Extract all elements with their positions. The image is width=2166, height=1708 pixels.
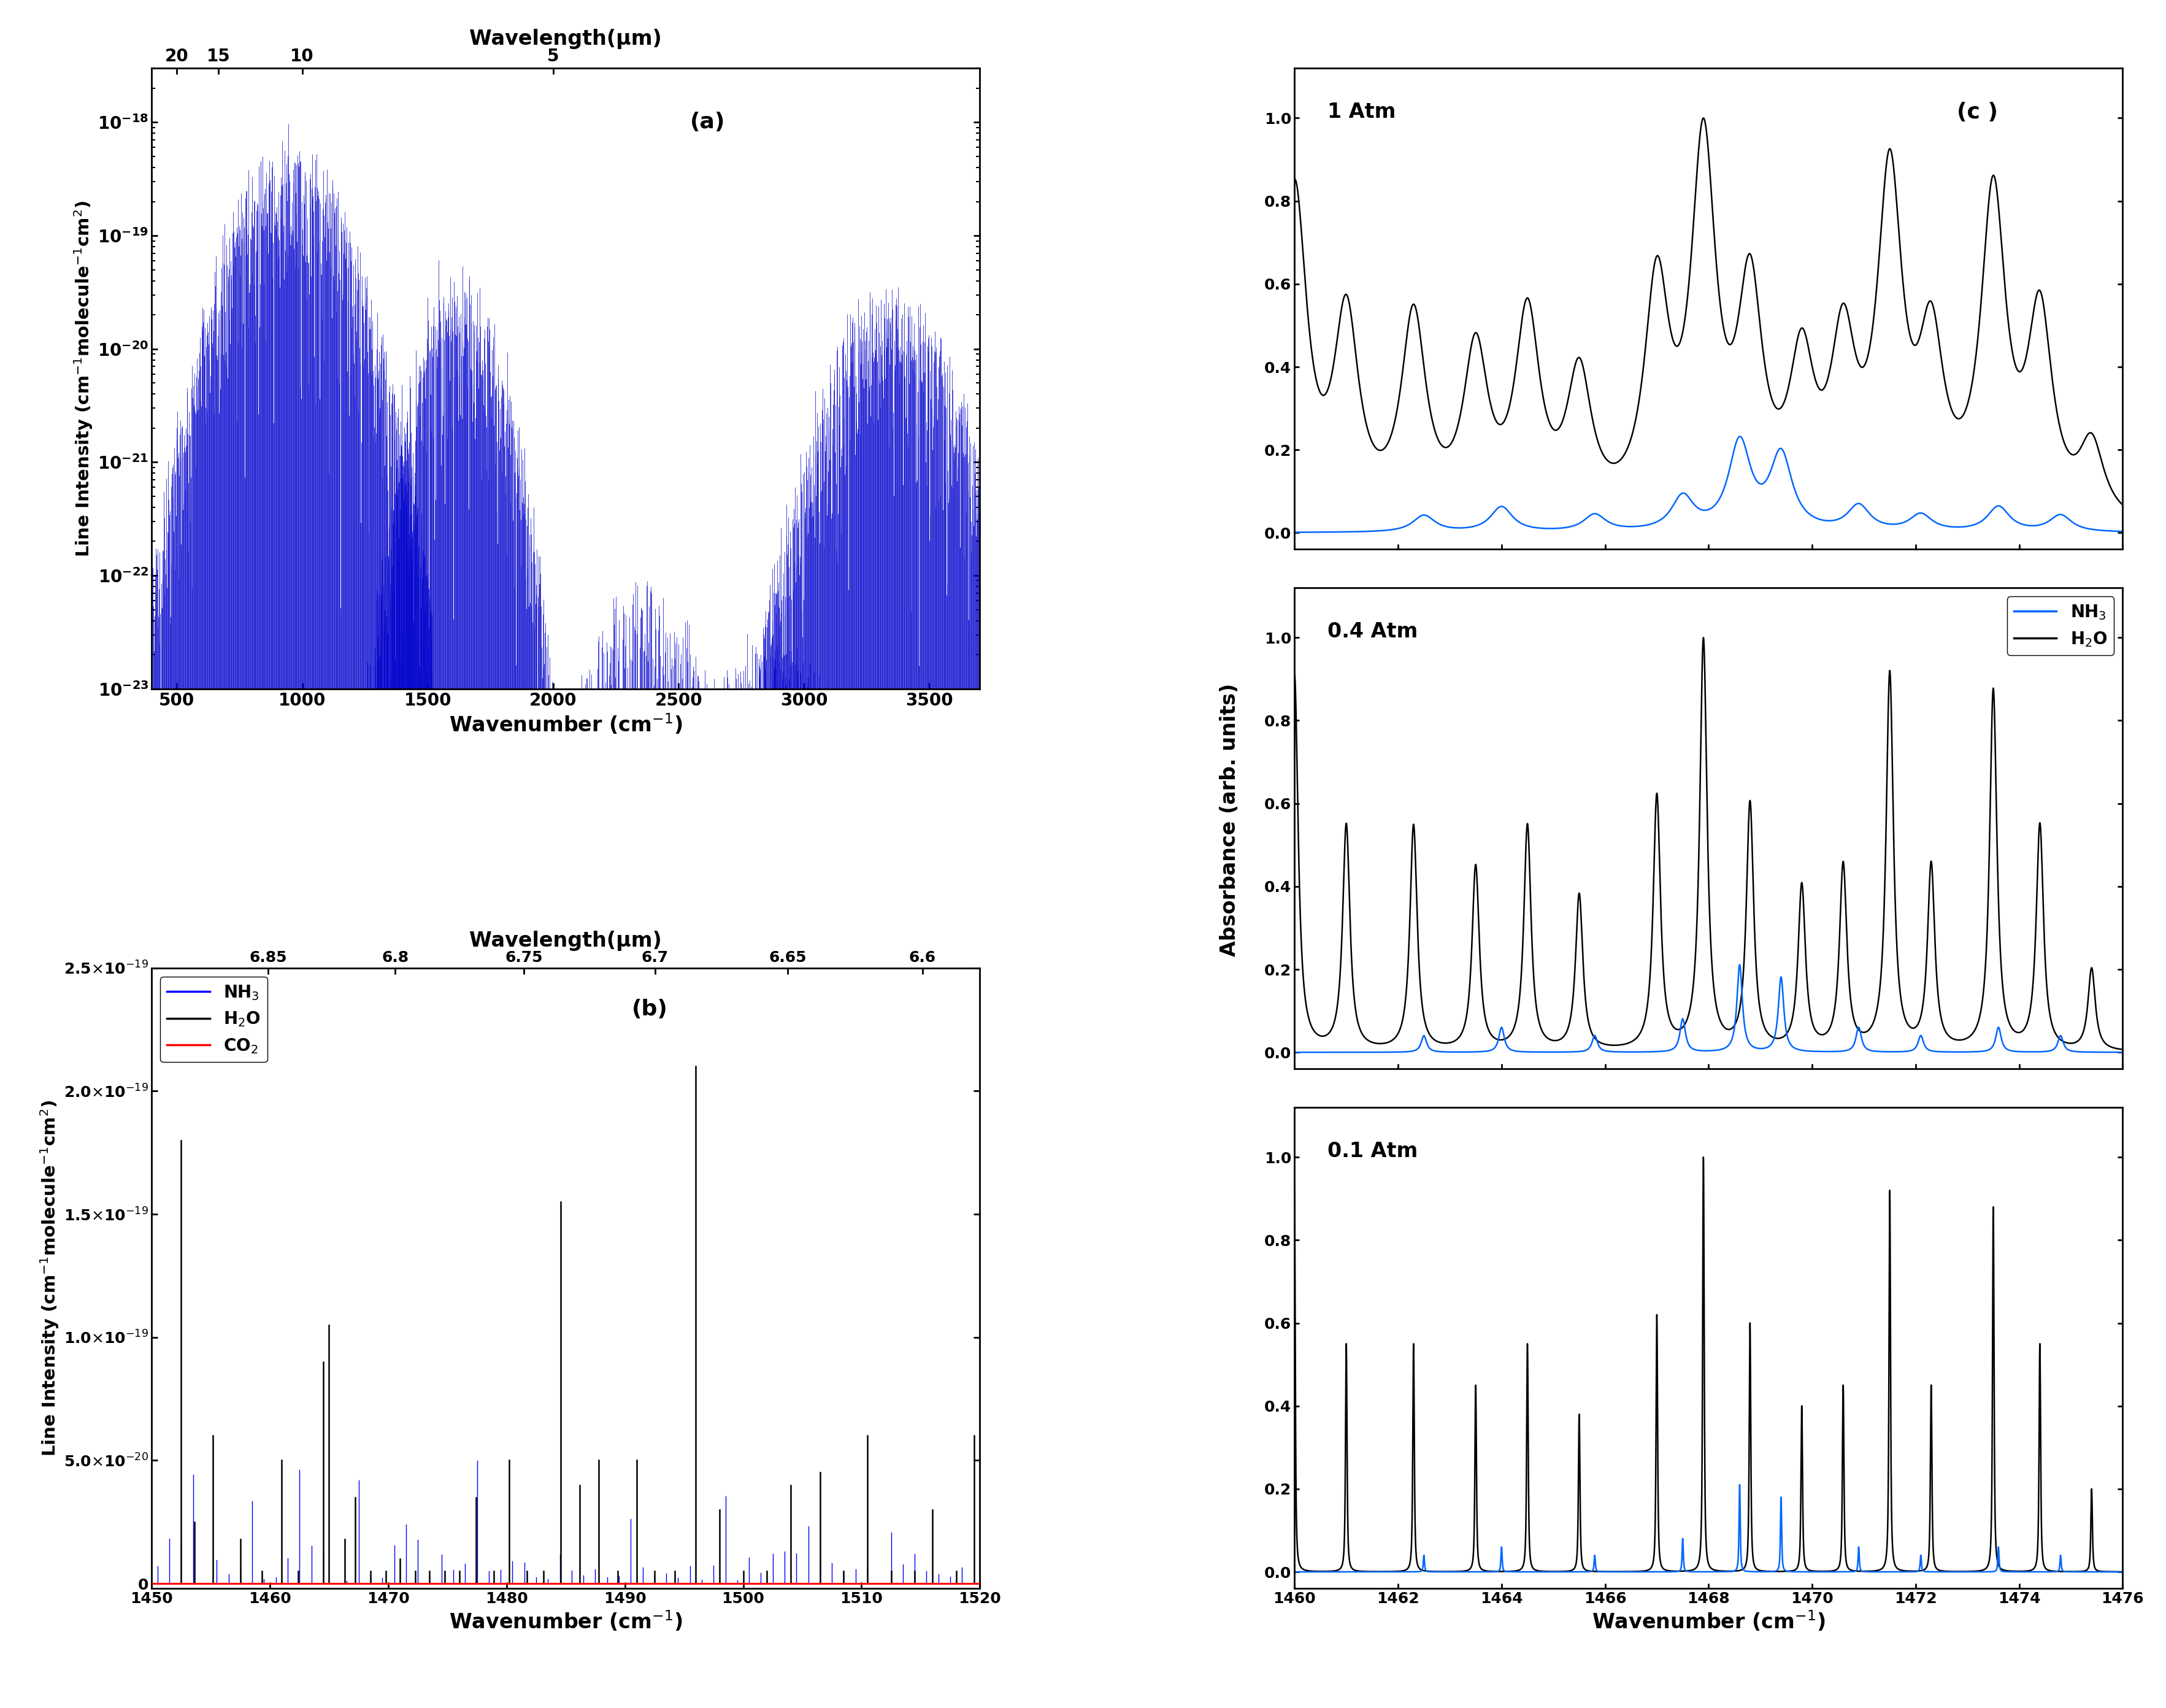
X-axis label: Wavelength(μm): Wavelength(μm): [470, 29, 663, 50]
Text: (b): (b): [632, 999, 667, 1020]
Text: (a): (a): [691, 111, 726, 133]
X-axis label: Wavenumber (cm$^{-1}$): Wavenumber (cm$^{-1}$): [448, 1609, 682, 1633]
Text: 0.1 Atm: 0.1 Atm: [1328, 1141, 1419, 1161]
Text: 0.4 Atm: 0.4 Atm: [1328, 622, 1419, 642]
Y-axis label: Line Intensity (cm$^{-1}$molecule$^{-1}$cm$^{2}$): Line Intensity (cm$^{-1}$molecule$^{-1}$…: [71, 200, 93, 557]
Text: 1 Atm: 1 Atm: [1328, 102, 1395, 123]
Legend: NH$_3$, H$_2$O, CO$_2$: NH$_3$, H$_2$O, CO$_2$: [160, 977, 266, 1062]
X-axis label: Wavelength(μm): Wavelength(μm): [470, 931, 663, 951]
Text: (c ): (c ): [1958, 102, 1999, 123]
Text: Absorbance (arb. units): Absorbance (arb. units): [1219, 683, 1239, 956]
Legend: NH$_3$, H$_2$O: NH$_3$, H$_2$O: [2008, 596, 2114, 656]
X-axis label: Wavenumber (cm$^{-1}$): Wavenumber (cm$^{-1}$): [1592, 1609, 1826, 1633]
Y-axis label: Line Intensity (cm$^{-1}$molecule$^{-1}$cm$^{2}$): Line Intensity (cm$^{-1}$molecule$^{-1}$…: [39, 1100, 61, 1457]
X-axis label: Wavenumber (cm$^{-1}$): Wavenumber (cm$^{-1}$): [448, 712, 682, 736]
